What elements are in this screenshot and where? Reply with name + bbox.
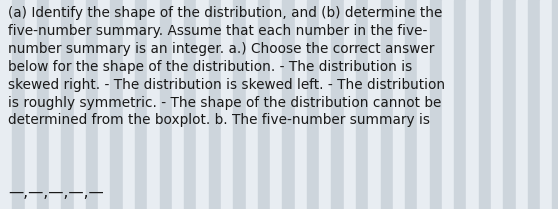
Bar (356, 0, 368, 209)
Bar (430, 0, 442, 209)
Bar (98, 0, 110, 209)
Bar (123, 0, 135, 209)
Bar (61, 0, 74, 209)
Bar (258, 0, 270, 209)
Bar (503, 0, 516, 209)
Bar (135, 0, 147, 209)
Bar (381, 0, 393, 209)
Bar (442, 0, 454, 209)
Bar (246, 0, 258, 209)
Bar (172, 0, 184, 209)
Bar (295, 0, 307, 209)
Bar (528, 0, 540, 209)
Bar (307, 0, 319, 209)
Bar (331, 0, 344, 209)
Bar (417, 0, 430, 209)
Bar (233, 0, 246, 209)
Bar (37, 0, 49, 209)
Bar (25, 0, 37, 209)
Bar (209, 0, 221, 209)
Bar (393, 0, 405, 209)
Bar (466, 0, 479, 209)
Bar (12, 0, 25, 209)
Bar (49, 0, 61, 209)
Bar (368, 0, 381, 209)
Bar (184, 0, 196, 209)
Text: (a) Identify the shape of the distribution, and (b) determine the
five-number su: (a) Identify the shape of the distributi… (8, 6, 445, 127)
Bar (74, 0, 86, 209)
Bar (491, 0, 503, 209)
Bar (454, 0, 466, 209)
Bar (552, 0, 558, 209)
Bar (0, 0, 12, 209)
Bar (196, 0, 209, 209)
Bar (110, 0, 123, 209)
Bar (344, 0, 356, 209)
Bar (86, 0, 98, 209)
Bar (282, 0, 295, 209)
Bar (270, 0, 282, 209)
Bar (516, 0, 528, 209)
Bar (479, 0, 491, 209)
Bar (221, 0, 233, 209)
Bar (405, 0, 417, 209)
Bar (147, 0, 160, 209)
Bar (319, 0, 331, 209)
Bar (160, 0, 172, 209)
Text: —,—,—,—,—: —,—,—,—,— (8, 185, 104, 200)
Bar (540, 0, 552, 209)
